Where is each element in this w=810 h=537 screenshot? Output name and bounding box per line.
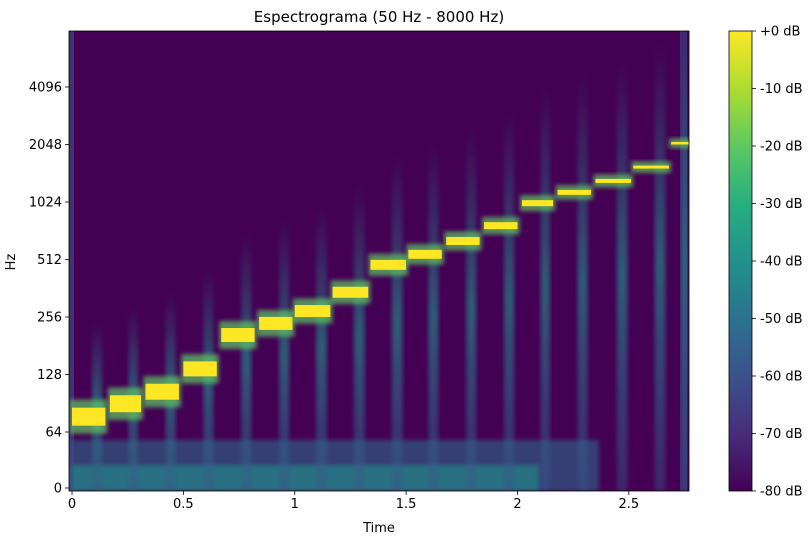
x-tick-label: 0 [68, 497, 76, 512]
note-2 [107, 306, 144, 491]
note-fundamental-bar [332, 286, 369, 298]
low-frequency-band-core [69, 465, 539, 491]
note-15 [593, 57, 634, 491]
colorbar-ticks: +0 dB -10 dB -20 dB -30 dB -40 dB -50 dB -60 d… [752, 25, 803, 500]
note-harmonic-column [466, 125, 477, 491]
note-harmonic-column [391, 153, 403, 491]
y-tick-label: 4096 [29, 81, 62, 96]
note-fundamental-bar [595, 178, 632, 183]
note-fundamental-bar [557, 189, 591, 195]
note-fundamental-bar [109, 395, 142, 413]
note-14 [555, 71, 593, 491]
y-axis: 0 64 128 256 512 1024 2048 4096 [29, 81, 69, 497]
note-10 [406, 141, 444, 491]
onset-column [69, 31, 74, 491]
note-harmonic-column [577, 71, 588, 491]
note-harmonic-column [316, 204, 327, 491]
plot-frame [68, 30, 690, 492]
note-fundamental-bar [521, 200, 554, 207]
x-tick-label: 0.5 [173, 497, 194, 512]
y-tick-label: 0 [54, 482, 62, 497]
y-tick-label: 1024 [29, 196, 62, 211]
spectrogram-marks [69, 31, 689, 491]
note-harmonic-column [540, 84, 551, 491]
colorbar-tick-label: +0 dB [760, 25, 800, 40]
note-1 [70, 321, 108, 491]
note-fundamental-bar [72, 407, 106, 426]
note-fundamental-bar [370, 259, 407, 270]
note-fundamental-bar [633, 165, 669, 169]
colorbar-gradient [728, 30, 753, 492]
y-axis-label: Hz [4, 254, 19, 271]
note-fundamental-bar [446, 236, 480, 245]
colorbar-tick-label: -20 dB [760, 140, 803, 155]
note-fundamental-bar [294, 305, 331, 318]
colorbar-tick-label: -30 dB [760, 197, 803, 212]
y-tick-label: 64 [45, 426, 62, 441]
note-harmonic-column [681, 33, 688, 491]
x-tick-label: 2.5 [619, 497, 640, 512]
note-fundamental-bar [183, 361, 217, 377]
y-tick-label: 256 [37, 311, 62, 326]
colorbar-tick-label: -10 dB [760, 82, 803, 97]
note-fundamental-bar [484, 222, 518, 230]
note-harmonic-column [353, 183, 365, 491]
note-fundamental-bar [671, 141, 689, 145]
x-axis-label: Time [362, 521, 395, 536]
note-6 [257, 218, 295, 491]
note-fundamental-bar [145, 383, 179, 400]
note-fundamental-bar [408, 249, 442, 259]
note-5 [219, 232, 257, 491]
x-tick-label: 2 [513, 497, 521, 512]
note-12 [482, 108, 520, 491]
note-11 [444, 125, 482, 491]
note-17 [669, 33, 689, 491]
note-harmonic-column [279, 218, 290, 491]
note-harmonic-column [241, 232, 252, 491]
colorbar-tick-label: -80 dB [760, 485, 803, 500]
note-harmonic-column [616, 57, 628, 491]
note-9 [368, 153, 409, 491]
plot-area [68, 30, 690, 492]
colorbar-tick-label: -50 dB [760, 312, 803, 327]
x-tick-label: 1 [291, 497, 299, 512]
note-harmonic-column [654, 42, 666, 491]
note-3 [143, 292, 181, 491]
colorbar: +0 dB -10 dB -20 dB -30 dB -40 dB -50 dB -60 d… [728, 25, 803, 500]
colorbar-tick-label: -70 dB [760, 427, 803, 442]
note-4 [181, 267, 219, 491]
x-axis: 0 0.5 1 1.5 2 2.5 [68, 491, 639, 512]
note-8 [330, 183, 371, 491]
y-tick-label: 512 [37, 253, 62, 268]
note-harmonic-column [504, 108, 515, 491]
note-16 [631, 42, 671, 491]
y-tick-label: 128 [37, 368, 62, 383]
colorbar-tick-label: -60 dB [760, 370, 803, 385]
note-13 [519, 84, 556, 491]
note-harmonic-column [428, 141, 439, 491]
colorbar-tick-label: -40 dB [760, 255, 803, 270]
note-7 [292, 204, 333, 491]
x-tick-label: 1.5 [396, 497, 417, 512]
note-fundamental-bar [259, 316, 293, 330]
note-fundamental-bar [221, 328, 255, 343]
chart-title: Espectrograma (50 Hz - 8000 Hz) [254, 8, 504, 26]
y-tick-label: 2048 [29, 138, 62, 153]
